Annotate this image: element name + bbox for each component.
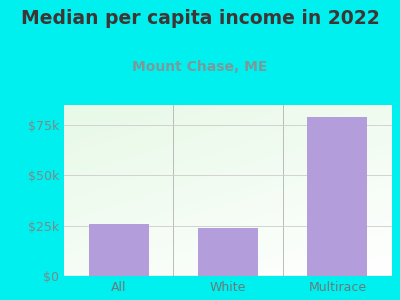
Bar (198, 228, 258, 276)
Text: Mount Chase, ME: Mount Chase, ME (132, 60, 268, 74)
Text: Median per capita income in 2022: Median per capita income in 2022 (21, 9, 379, 28)
Bar (307, 117, 368, 276)
Bar (89, 224, 149, 276)
